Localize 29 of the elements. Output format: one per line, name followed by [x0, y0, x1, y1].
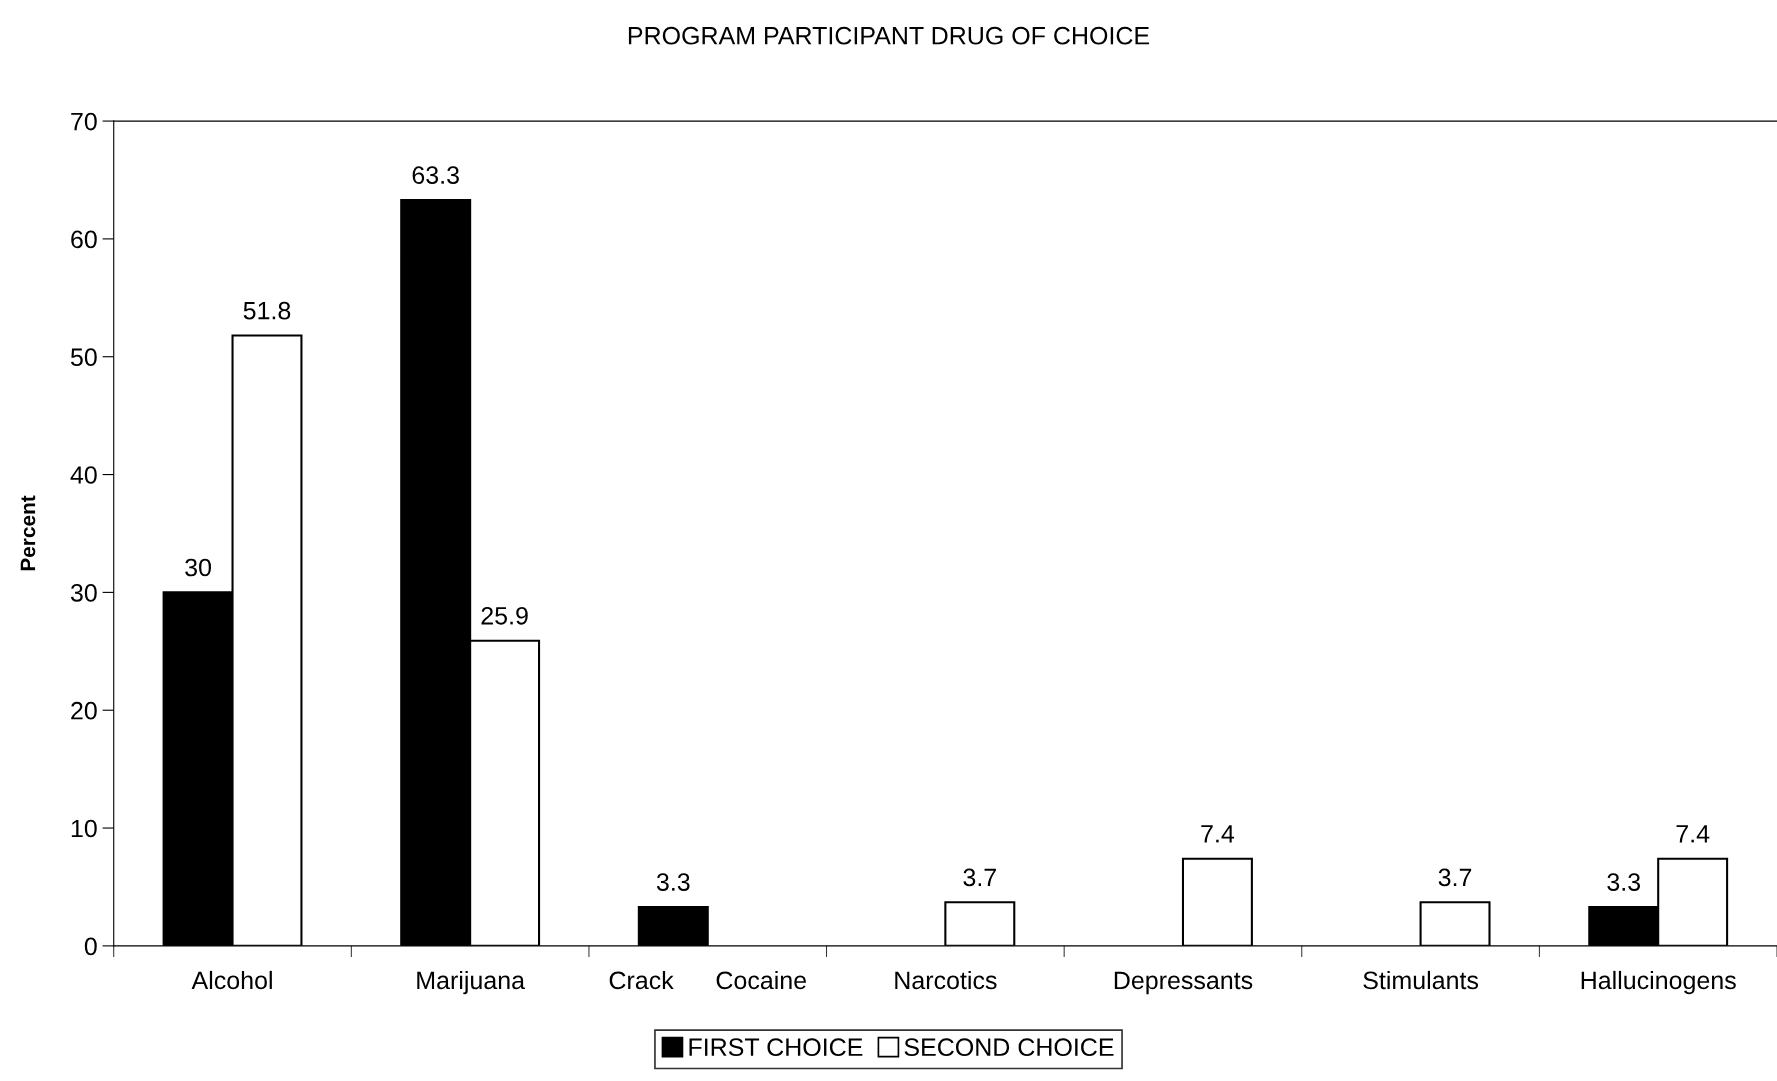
- x-tick-label: Stimulants: [1363, 970, 1479, 990]
- x-tick-label: Depressants: [1114, 971, 1253, 995]
- x-tick-label: Hallucinogens: [1581, 970, 1736, 995]
- x-tick-label: Marijuana: [417, 970, 526, 995]
- y-tick-label: 20: [71, 701, 97, 720]
- y-tick-label: 10: [71, 819, 97, 838]
- data-label: 63.3: [412, 166, 459, 184]
- legend-label: FIRST CHOICE: [689, 1038, 863, 1057]
- x-tick-label: Crack Cocaine: [609, 970, 806, 990]
- data-label: 7.4: [1201, 825, 1235, 843]
- data-label: 25.9: [481, 606, 528, 625]
- chart-title: PROGRAM PARTICIPANT DRUG OF CHOICE: [628, 26, 1150, 45]
- x-tick-label: Narcotics: [895, 970, 997, 990]
- y-tick-label: 0: [84, 937, 97, 956]
- data-label: 7.4: [1676, 825, 1710, 843]
- data-label: 3.3: [656, 873, 690, 891]
- y-axis-title: Percent: [20, 495, 36, 571]
- y-tick-label: 30: [70, 583, 97, 602]
- data-label: 51.8: [243, 301, 291, 320]
- x-tick-label: Alcohol: [191, 970, 272, 990]
- y-tick-label: 50: [70, 348, 97, 367]
- y-tick-label: 60: [71, 230, 97, 249]
- y-tick-label: 70: [71, 112, 97, 131]
- data-label: 30: [185, 558, 212, 577]
- data-label: 3.7: [1438, 868, 1472, 887]
- legend-label: SECOND CHOICE: [904, 1038, 1114, 1057]
- y-tick-label: 40: [70, 466, 97, 484]
- data-label: 3.3: [1607, 873, 1641, 891]
- data-label: 3.7: [963, 868, 996, 887]
